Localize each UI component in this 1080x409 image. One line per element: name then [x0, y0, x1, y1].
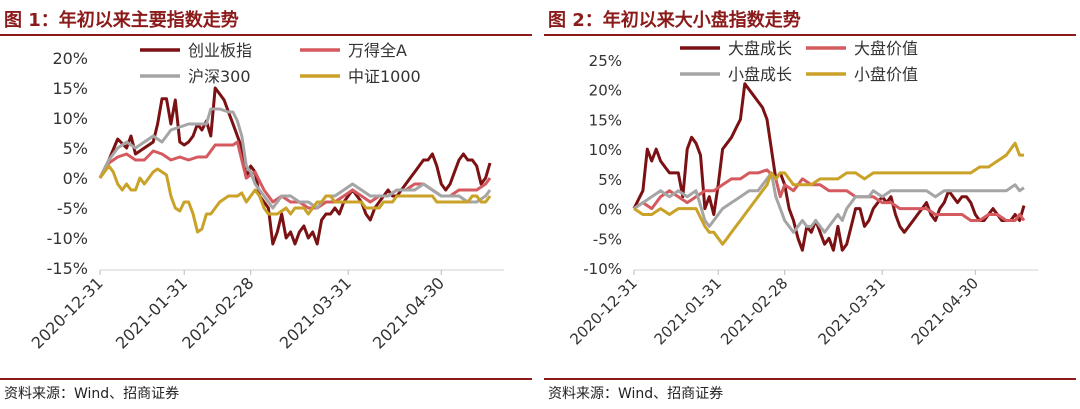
legend-label: 大盘价值: [854, 39, 918, 58]
x-tick-label: 2021-04-30: [369, 273, 448, 352]
line-chart-size-style: -10% -5% 0% 5% 10% 15% 20% 25% 2020-12-31 2021-01…: [566, 39, 1038, 348]
y-tick-label: -5%: [593, 230, 622, 248]
x-tick-label: 2020-12-31: [28, 273, 107, 352]
x-tick-label: 2021-01-31: [651, 274, 725, 348]
chart-title: 图 1：年初以来主要指数走势: [4, 10, 239, 31]
legend-label: 小盘价值: [854, 65, 918, 84]
x-tick-label: 2020-12-31: [566, 274, 640, 348]
series-line-4: [633, 141, 1024, 246]
x-tick-label: 2021-03-31: [815, 274, 889, 348]
legend-label: 沪深300: [188, 67, 251, 86]
title-rule: [544, 34, 1076, 36]
y-tick-label: 0%: [63, 169, 88, 188]
source-note: 资料来源：Wind、招商证券: [4, 386, 180, 402]
legend-label: 中证1000: [348, 67, 421, 86]
y-tick-label: 10%: [52, 109, 88, 128]
y-tick-label: 5%: [63, 139, 88, 158]
x-tick-label: 2021-02-28: [178, 273, 257, 352]
y-tick-label: 20%: [52, 49, 88, 68]
y-tick-label: 0%: [598, 201, 622, 219]
series-line-3: [633, 171, 1025, 234]
legend-label: 万得全A: [348, 41, 407, 60]
source-rule: [0, 378, 532, 380]
x-tick-label: 2021-04-30: [908, 274, 982, 348]
y-tick-label: -10%: [583, 260, 622, 278]
y-tick-label: 15%: [589, 111, 622, 129]
legend-label: 小盘成长: [728, 65, 792, 84]
legend-label: 创业板指: [188, 41, 252, 60]
y-tick-label: -5%: [57, 199, 88, 218]
chart-panel-1: 图 1：年初以来主要指数走势 -15% -10% -5% 0% 5% 10% 15% 20% 2…: [0, 0, 532, 409]
y-tick-label: 25%: [589, 52, 622, 70]
y-tick-label: 20%: [589, 82, 622, 100]
line-chart-major-indices: -15% -10% -5% 0% 5% 10% 15% 20% 2020-12-31 2021-0…: [28, 41, 504, 353]
x-tick-label: 2021-03-31: [276, 273, 355, 352]
series-line-2: [633, 168, 1026, 222]
y-tick-label: -15%: [47, 259, 88, 278]
chart-panel-2: 图 2：年初以来大小盘指数走势 -10% -5% 0% 5% 10% 15% 20% 25% 2…: [544, 0, 1076, 409]
series-line-1: [98, 86, 492, 246]
series-line-4: [98, 164, 492, 234]
title-rule: [0, 34, 532, 36]
y-tick-label: 10%: [589, 141, 622, 159]
y-tick-label: -10%: [47, 229, 88, 248]
y-tick-label: 15%: [52, 79, 88, 98]
series-line-1: [632, 82, 1026, 252]
y-tick-label: 5%: [598, 171, 622, 189]
source-note: 资料来源：Wind、招商证券: [548, 386, 724, 402]
source-rule: [544, 378, 1076, 380]
x-tick-label: 2021-02-28: [717, 274, 791, 348]
legend-label: 大盘成长: [728, 39, 792, 58]
chart-title: 图 2：年初以来大小盘指数走势: [548, 10, 801, 31]
series-line-3: [98, 107, 492, 210]
